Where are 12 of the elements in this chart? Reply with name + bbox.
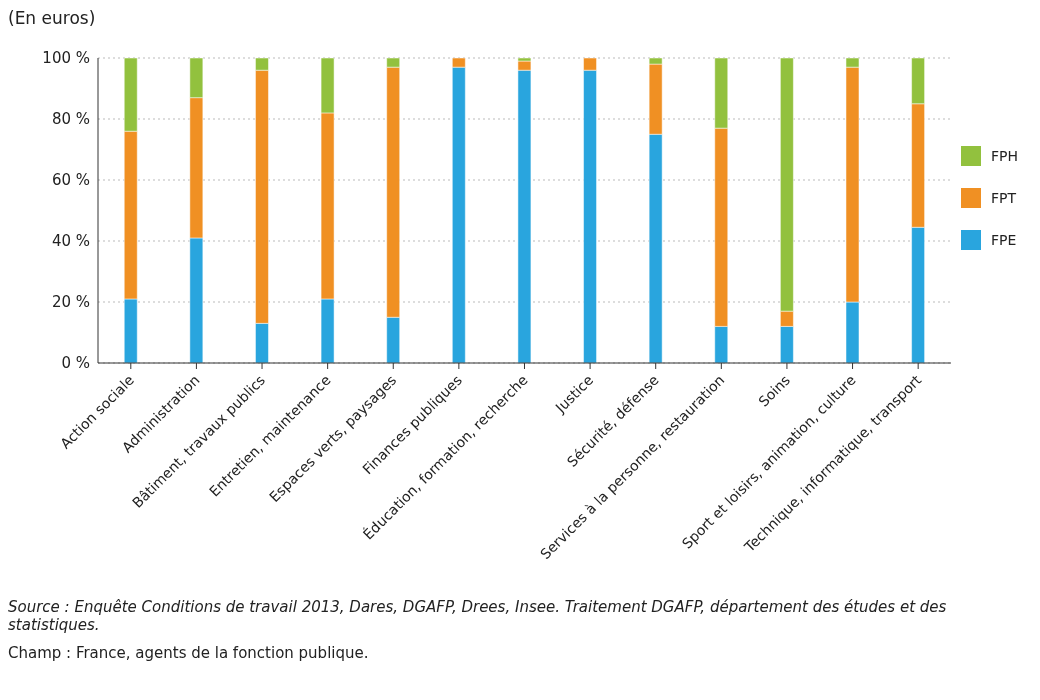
y-tick-label: 20 % — [51, 293, 90, 312]
legend-label: FPH — [990, 148, 1018, 164]
y-tick-label: 0 % — [61, 354, 90, 373]
y-tick-label: 100 % — [42, 49, 90, 68]
text: Champ : France, agents de la fonction publique. — [8, 644, 370, 662]
legend-label: FPT — [990, 190, 1017, 206]
y-tick-label: 60 % — [51, 171, 90, 190]
chart-subtitle: (En euros) — [8, 8, 97, 28]
source-note: Source : Enquête Conditions de travail 2013, Dares, DGAFP, Drees, Insee. Traitement DGAFP, département des études et des statistiques. — [8, 598, 948, 634]
y-tick-label: 80 % — [51, 110, 90, 129]
y-tick-label: 40 % — [51, 232, 90, 251]
legend-label: FPE — [990, 232, 1017, 248]
